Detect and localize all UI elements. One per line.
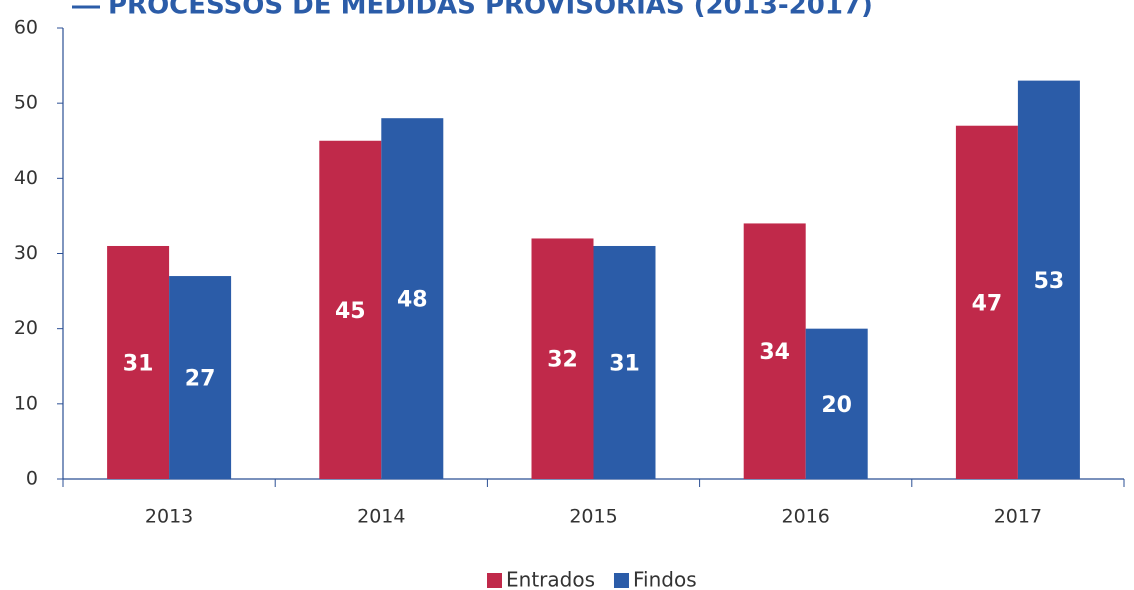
bar <box>1017 80 1080 479</box>
x-tick-label: 2014 <box>357 506 405 528</box>
bar <box>107 245 170 479</box>
y-tick-label: 10 <box>14 392 38 414</box>
bar <box>531 238 594 479</box>
bar <box>381 118 444 479</box>
y-tick-label: 40 <box>14 167 38 189</box>
x-tick-label: 2017 <box>994 506 1042 528</box>
bar <box>169 276 232 479</box>
legend-label: Entrados <box>506 568 595 590</box>
value-label: 47 <box>972 291 1003 316</box>
value-label: 34 <box>759 340 790 365</box>
value-label: 31 <box>609 351 640 376</box>
x-tick-label: 2016 <box>782 506 830 528</box>
legend-swatch <box>613 573 629 588</box>
bar <box>805 328 868 479</box>
bar <box>955 125 1018 479</box>
chart-title: PROCESSOS DE MEDIDAS PROVISÓRIAS (2013-2… <box>108 0 873 21</box>
value-label: 48 <box>397 288 428 313</box>
y-tick-label: 0 <box>26 468 38 490</box>
value-label: 32 <box>547 348 578 373</box>
value-label: 53 <box>1034 269 1065 294</box>
bar <box>319 140 382 479</box>
value-label: 31 <box>123 351 154 376</box>
legend-label: Findos <box>633 568 697 590</box>
y-tick-label: 50 <box>14 92 38 114</box>
y-tick-label: 30 <box>14 242 38 264</box>
x-tick-label: 2013 <box>145 506 193 528</box>
bar <box>743 223 806 479</box>
bar <box>593 245 656 479</box>
value-label: 45 <box>335 299 366 324</box>
value-label: 27 <box>185 367 216 392</box>
value-label: 20 <box>821 393 852 418</box>
y-tick-label: 60 <box>14 17 38 39</box>
y-tick-label: 20 <box>14 317 38 339</box>
x-tick-label: 2015 <box>569 506 617 528</box>
legend-swatch <box>487 573 502 588</box>
